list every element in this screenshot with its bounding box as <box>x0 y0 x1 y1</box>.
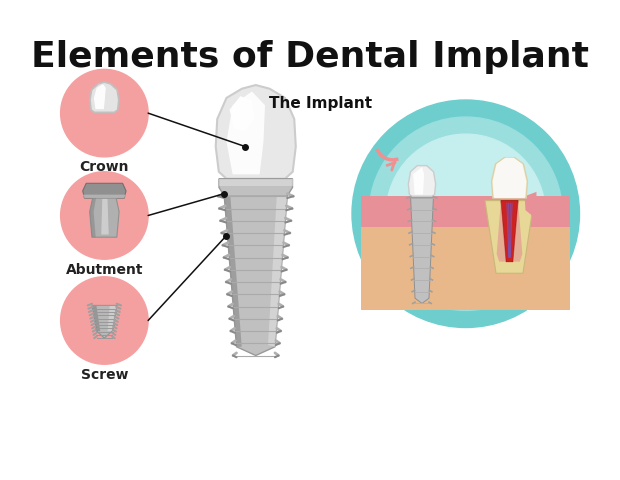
Text: Screw: Screw <box>81 368 128 382</box>
Polygon shape <box>229 96 254 131</box>
Polygon shape <box>461 196 470 218</box>
Polygon shape <box>450 196 482 216</box>
Polygon shape <box>361 196 570 227</box>
Polygon shape <box>101 199 108 235</box>
Polygon shape <box>361 227 570 311</box>
Text: Elements of Dental Implant: Elements of Dental Implant <box>31 40 589 74</box>
Circle shape <box>386 134 546 293</box>
Polygon shape <box>501 201 518 262</box>
Polygon shape <box>224 196 287 356</box>
Polygon shape <box>413 167 424 194</box>
Polygon shape <box>92 305 117 338</box>
Polygon shape <box>90 198 96 237</box>
Text: Crown: Crown <box>79 160 129 174</box>
Polygon shape <box>485 201 534 273</box>
Polygon shape <box>82 183 126 198</box>
Polygon shape <box>92 305 100 331</box>
Polygon shape <box>90 82 119 112</box>
Polygon shape <box>525 192 536 219</box>
Circle shape <box>61 70 148 157</box>
Polygon shape <box>108 305 117 331</box>
Polygon shape <box>216 85 296 179</box>
Polygon shape <box>219 179 293 186</box>
Polygon shape <box>493 157 526 198</box>
Polygon shape <box>410 198 433 303</box>
Polygon shape <box>409 166 436 196</box>
Polygon shape <box>224 196 242 347</box>
Polygon shape <box>513 201 523 262</box>
Polygon shape <box>268 196 287 347</box>
Polygon shape <box>226 92 265 174</box>
Circle shape <box>61 277 148 364</box>
Text: The Implant: The Implant <box>269 96 372 111</box>
Polygon shape <box>492 157 528 198</box>
Circle shape <box>61 172 148 259</box>
Polygon shape <box>497 201 506 262</box>
Polygon shape <box>90 198 119 237</box>
Polygon shape <box>94 84 106 109</box>
Polygon shape <box>219 179 293 196</box>
Polygon shape <box>82 194 126 198</box>
Circle shape <box>369 117 562 311</box>
Circle shape <box>352 100 580 327</box>
Text: Abutment: Abutment <box>66 263 143 277</box>
